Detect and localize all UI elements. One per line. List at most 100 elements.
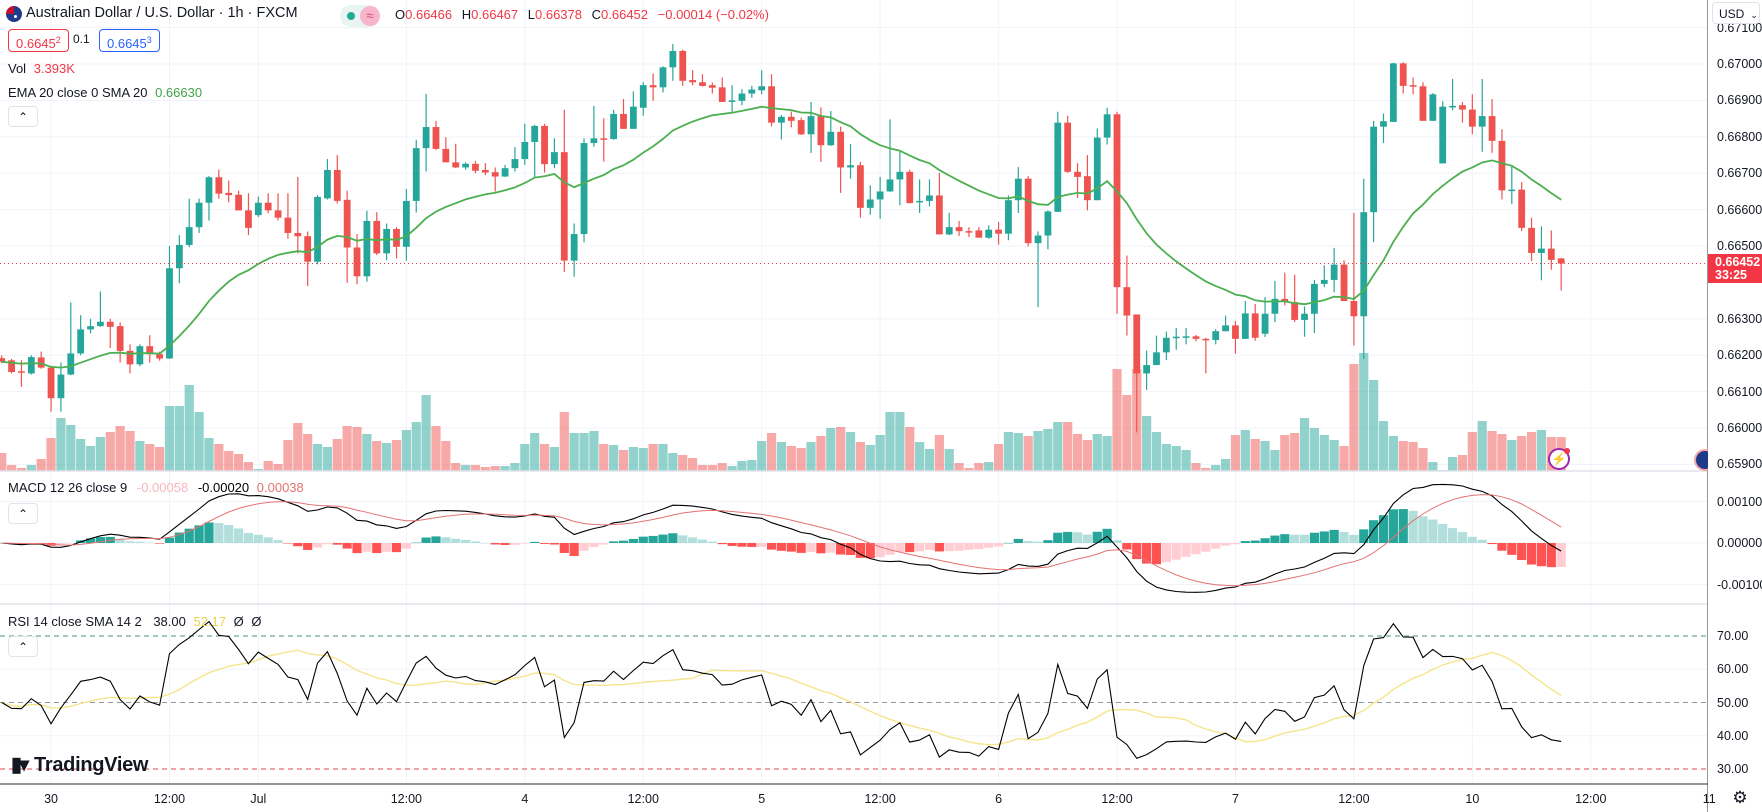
macd-histogram-bar (411, 542, 421, 544)
sell-button[interactable]: 0.66452 (8, 29, 69, 52)
rsi-empty-value-2: Ø (251, 614, 262, 629)
macd-histogram-bar (1053, 532, 1063, 543)
macd-label: MACD 12 26 close 9 (8, 480, 128, 495)
macd-histogram-bar (1181, 543, 1191, 557)
candle-body (1508, 189, 1516, 192)
volume-bar (707, 465, 717, 471)
candle-body (699, 82, 706, 86)
volume-bar (332, 439, 342, 471)
macd-histogram-bar (1319, 531, 1329, 543)
volume-bar (559, 412, 569, 471)
macd-legend[interactable]: MACD 12 26 close 9 -0.00058 -0.00020 0.0… (8, 480, 304, 495)
volume-bar (1428, 462, 1438, 471)
macd-histogram-bar (628, 538, 638, 543)
volume-bar (16, 468, 27, 471)
candle (1547, 230, 1555, 270)
candle-body (1054, 122, 1062, 212)
candle (1024, 176, 1032, 247)
volume-legend[interactable]: Vol 3.393K (8, 61, 75, 76)
volume-bar (1280, 435, 1290, 471)
ema-line-layer (0, 105, 1708, 369)
candle (531, 124, 539, 178)
macd-histogram-bar (362, 543, 372, 552)
market-status-pill[interactable]: ≈ (340, 5, 380, 27)
candle (995, 222, 1002, 245)
candle-body (1291, 302, 1299, 320)
candle-body (847, 165, 854, 168)
collapse-rsi-button[interactable]: ⌃ (8, 636, 38, 657)
tradingview-logo-text: TradingView (34, 754, 149, 776)
volume-bar (115, 426, 125, 471)
collapse-macd-button[interactable]: ⌃ (8, 503, 38, 524)
macd-histogram-bar (638, 536, 648, 543)
volume-bar (1161, 444, 1171, 471)
low-value: 0.66378 (535, 7, 582, 22)
candle (1528, 217, 1535, 261)
candle-body (442, 148, 450, 163)
macd-signal-line (1, 494, 1562, 587)
macd-histogram-bar (1408, 510, 1418, 543)
current-price-value: 0.66452 (1715, 255, 1761, 269)
candle-body (353, 247, 361, 277)
candle (916, 179, 924, 213)
candle-body (472, 163, 479, 171)
symbol-title[interactable]: Australian Dollar / U.S. Dollar · 1h · F… (26, 5, 298, 21)
macd-histogram-bar (1161, 543, 1171, 563)
volume-bar (460, 465, 471, 471)
currency-button[interactable]: USD ⌄ (1712, 2, 1760, 24)
volume-bar (1329, 440, 1339, 471)
macd-histogram-bar (1487, 543, 1497, 545)
rsi-sma-value: 52.17 (193, 614, 227, 629)
candle-body (610, 113, 618, 140)
candle (965, 227, 973, 237)
candle (1311, 279, 1318, 334)
ema-legend[interactable]: EMA 20 close 0 SMA 20 0.66630 (8, 85, 202, 100)
lightning-event-icon[interactable]: ⚡ (1548, 448, 1570, 470)
volume-bar (1467, 432, 1477, 471)
macd-histogram-bar (1378, 515, 1389, 543)
macd-histogram-bar (125, 541, 135, 543)
candle (1478, 78, 1486, 152)
volume-bar (352, 427, 362, 471)
candle (225, 180, 233, 203)
macd-histogram-bar (1023, 541, 1033, 543)
volume-bar (609, 445, 619, 471)
macd-histogram-bar (776, 543, 787, 551)
macd-histogram-bar (322, 543, 333, 545)
candle-body (560, 152, 568, 261)
australia-flag-icon (6, 6, 22, 22)
buy-button[interactable]: 0.66453 (99, 29, 160, 52)
volume-bar (993, 444, 1004, 471)
candle-body (708, 85, 716, 88)
volume-bar (618, 450, 629, 471)
volume-bar (76, 439, 86, 471)
candle (1468, 94, 1476, 135)
candle-body (264, 202, 272, 211)
candle-body (422, 127, 430, 149)
candle (1153, 335, 1160, 366)
macd-histogram-bar (875, 543, 885, 558)
volume-bar (421, 395, 431, 471)
rsi-legend[interactable]: RSI 14 close SMA 14 2 38.00 52.17 Ø Ø (8, 614, 262, 629)
volume-bar (875, 435, 885, 471)
macd-histogram-bar (599, 543, 609, 545)
ema-value: 0.66630 (155, 85, 203, 100)
macd-histogram-bar (747, 543, 757, 547)
tradingview-logo[interactable]: ▮▾ TradingView (11, 754, 149, 776)
macd-histogram-bar (401, 543, 411, 549)
candle (1014, 167, 1022, 213)
price-axis[interactable] (1708, 0, 1762, 812)
candle (787, 111, 795, 128)
volume-bar (1013, 433, 1023, 471)
collapse-legend-button[interactable]: ⌃ (8, 106, 38, 127)
candle-body (146, 346, 154, 355)
volume-bar (303, 434, 313, 471)
settings-gear-icon[interactable]: ⚙ (1732, 788, 1748, 807)
volume-bar (539, 444, 550, 471)
candle (570, 223, 578, 277)
macd-histogram-bar (431, 536, 441, 543)
candle (1192, 334, 1200, 342)
volume-bar (1477, 421, 1487, 471)
macd-histogram-bar (1398, 509, 1408, 543)
